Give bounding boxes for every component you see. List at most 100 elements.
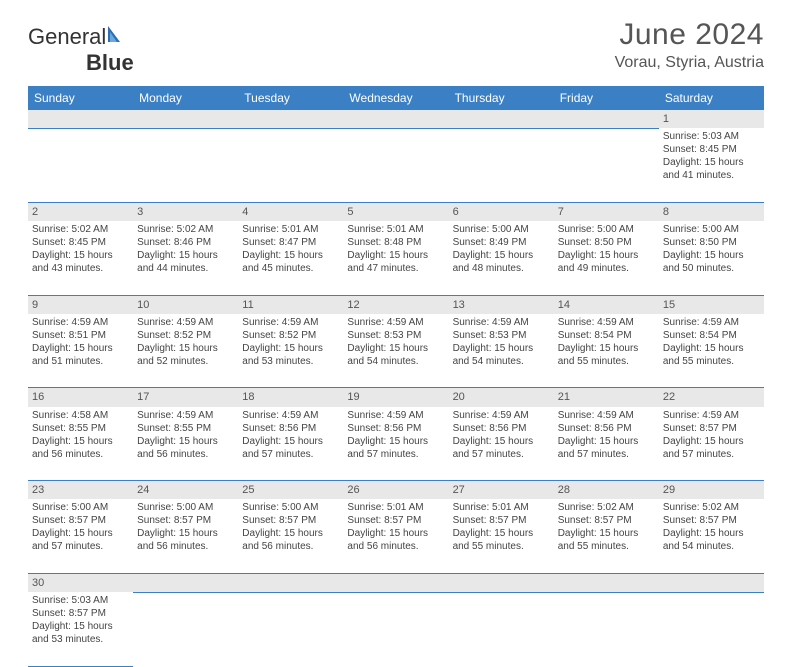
day-info-line: and 52 minutes. [137, 355, 234, 368]
day-info-line: Sunset: 8:56 PM [242, 422, 339, 435]
week-row: Sunrise: 5:03 AMSunset: 8:45 PMDaylight:… [28, 128, 764, 202]
day-number-cell: 21 [554, 388, 659, 407]
title-block: June 2024 Vorau, Styria, Austria [615, 18, 764, 72]
day-info-line: and 53 minutes. [32, 633, 129, 646]
day-number-cell: 2 [28, 202, 133, 221]
day-cell: Sunrise: 5:01 AMSunset: 8:48 PMDaylight:… [343, 221, 448, 295]
day-info-line: Sunrise: 4:59 AM [347, 409, 444, 422]
day-number-cell: 25 [238, 481, 343, 500]
day-cell: Sunrise: 4:59 AMSunset: 8:54 PMDaylight:… [554, 314, 659, 388]
day-number-cell [449, 110, 554, 128]
day-cell: Sunrise: 5:00 AMSunset: 8:57 PMDaylight:… [28, 499, 133, 573]
day-info-line: Daylight: 15 hours [242, 249, 339, 262]
day-cell: Sunrise: 5:02 AMSunset: 8:46 PMDaylight:… [133, 221, 238, 295]
week-row: Sunrise: 5:02 AM Sunset: 8:45 PM Daylight:… [28, 221, 764, 295]
day-info-line: Daylight: 15 hours [347, 342, 444, 355]
day-info-line: Sunrise: 5:00 AM [32, 501, 129, 514]
day-info-line: Daylight: 15 hours [137, 342, 234, 355]
day-cell: Sunrise: 4:59 AMSunset: 8:57 PMDaylight:… [659, 407, 764, 481]
day-number-cell [238, 110, 343, 128]
day-cell: Sunrise: 5:02 AMSunset: 8:45 PMDaylight:… [28, 221, 133, 295]
day-info-line: Sunrise: 5:00 AM [137, 501, 234, 514]
day-info-line: Sunset: 8:45 PM [32, 236, 129, 249]
sail-icon [106, 24, 128, 50]
day-info-line: Sunrise: 4:59 AM [558, 316, 655, 329]
day-cell: Sunrise: 5:00 AMSunset: 8:49 PMDaylight:… [449, 221, 554, 295]
day-info-line: and 57 minutes. [32, 540, 129, 553]
day-cell: Sunrise: 5:00 AMSunset: 8:50 PMDaylight:… [554, 221, 659, 295]
day-cell: Sunrise: 5:00 AMSunset: 8:57 PMDaylight:… [133, 499, 238, 573]
day-info-line: and 57 minutes. [663, 448, 760, 461]
weekday-header: Tuesday [238, 86, 343, 110]
day-cell: Sunrise: 4:59 AMSunset: 8:54 PMDaylight:… [659, 314, 764, 388]
day-info-line: Sunset: 8:56 PM [347, 422, 444, 435]
day-info-line: and 56 minutes. [32, 448, 129, 461]
month-title: June 2024 [615, 18, 764, 52]
day-number-cell: 3 [133, 202, 238, 221]
brand-name-part1: General [28, 24, 106, 49]
day-cell [28, 128, 133, 202]
day-info-line: Sunset: 8:47 PM [242, 236, 339, 249]
day-cell [554, 128, 659, 202]
day-number-cell: 19 [343, 388, 448, 407]
day-number-cell [554, 110, 659, 128]
day-info-line: Daylight: 15 hours [347, 435, 444, 448]
day-info-line: Daylight: 15 hours [32, 620, 129, 633]
day-info-line: Sunset: 8:55 PM [137, 422, 234, 435]
day-info-line: Daylight: 15 hours [558, 527, 655, 540]
day-info-line: Daylight: 15 hours [663, 342, 760, 355]
day-info-line: Sunrise: 5:02 AM [558, 501, 655, 514]
day-info-line: Sunrise: 5:03 AM [663, 130, 760, 143]
day-number-cell: 27 [449, 481, 554, 500]
day-info-line: Sunrise: 4:59 AM [558, 409, 655, 422]
day-cell: Sunrise: 5:02 AMSunset: 8:57 PMDaylight:… [554, 499, 659, 573]
brand-name: General Blue [28, 24, 134, 76]
day-info-line: Sunset: 8:57 PM [137, 514, 234, 527]
day-cell: Sunrise: 5:01 AMSunset: 8:57 PMDaylight:… [449, 499, 554, 573]
day-number-cell: 1 [659, 110, 764, 128]
day-info-line: Sunrise: 5:02 AM [137, 223, 234, 236]
weekday-header: Friday [554, 86, 659, 110]
day-info-line: Daylight: 15 hours [453, 249, 550, 262]
day-number-cell: 18 [238, 388, 343, 407]
daynum-row: 2345678 [28, 202, 764, 221]
day-info-line: Sunrise: 5:00 AM [453, 223, 550, 236]
day-info-line: and 56 minutes. [137, 540, 234, 553]
day-info-line: Sunrise: 5:01 AM [347, 223, 444, 236]
day-info-line: Daylight: 15 hours [558, 342, 655, 355]
page-header: General Blue June 2024 Vorau, Styria, Au… [28, 18, 764, 76]
day-info-line: and 51 minutes. [32, 355, 129, 368]
day-number-cell: 24 [133, 481, 238, 500]
day-info-line: and 45 minutes. [242, 262, 339, 275]
day-info-line: Daylight: 15 hours [663, 435, 760, 448]
day-info-line: Sunset: 8:57 PM [32, 607, 129, 620]
day-number-cell [554, 573, 659, 592]
day-info-line: Sunrise: 5:03 AM [32, 594, 129, 607]
day-info-line: and 55 minutes. [453, 540, 550, 553]
day-cell: Sunrise: 4:59 AMSunset: 8:52 PMDaylight:… [238, 314, 343, 388]
day-info-line: and 43 minutes. [32, 262, 129, 275]
day-info-line: Daylight: 15 hours [663, 156, 760, 169]
day-info-line: Daylight: 15 hours [453, 435, 550, 448]
day-info-line: Daylight: 15 hours [558, 435, 655, 448]
day-cell: Sunrise: 4:59 AMSunset: 8:52 PMDaylight:… [133, 314, 238, 388]
day-number-cell [343, 110, 448, 128]
day-info-line: and 56 minutes. [347, 540, 444, 553]
day-info-line: and 50 minutes. [663, 262, 760, 275]
day-info-line: Daylight: 15 hours [137, 249, 234, 262]
day-info-line: Sunset: 8:54 PM [558, 329, 655, 342]
day-info-line: Sunrise: 4:59 AM [347, 316, 444, 329]
day-info-line: Sunrise: 5:02 AM [663, 501, 760, 514]
day-number-cell: 20 [449, 388, 554, 407]
daynum-row: 23242526272829 [28, 481, 764, 500]
day-number-cell [449, 573, 554, 592]
day-info-line: Daylight: 15 hours [137, 435, 234, 448]
day-info-line: Sunset: 8:57 PM [558, 514, 655, 527]
day-number-cell: 8 [659, 202, 764, 221]
day-info-line: Sunrise: 4:59 AM [137, 409, 234, 422]
day-number-cell: 29 [659, 481, 764, 500]
day-cell [238, 128, 343, 202]
day-cell: Sunrise: 4:59 AMSunset: 8:51 PMDaylight:… [28, 314, 133, 388]
calendar-table: Sunday Monday Tuesday Wednesday Thursday… [28, 86, 764, 667]
day-cell: Sunrise: 5:00 AMSunset: 8:57 PMDaylight:… [238, 499, 343, 573]
